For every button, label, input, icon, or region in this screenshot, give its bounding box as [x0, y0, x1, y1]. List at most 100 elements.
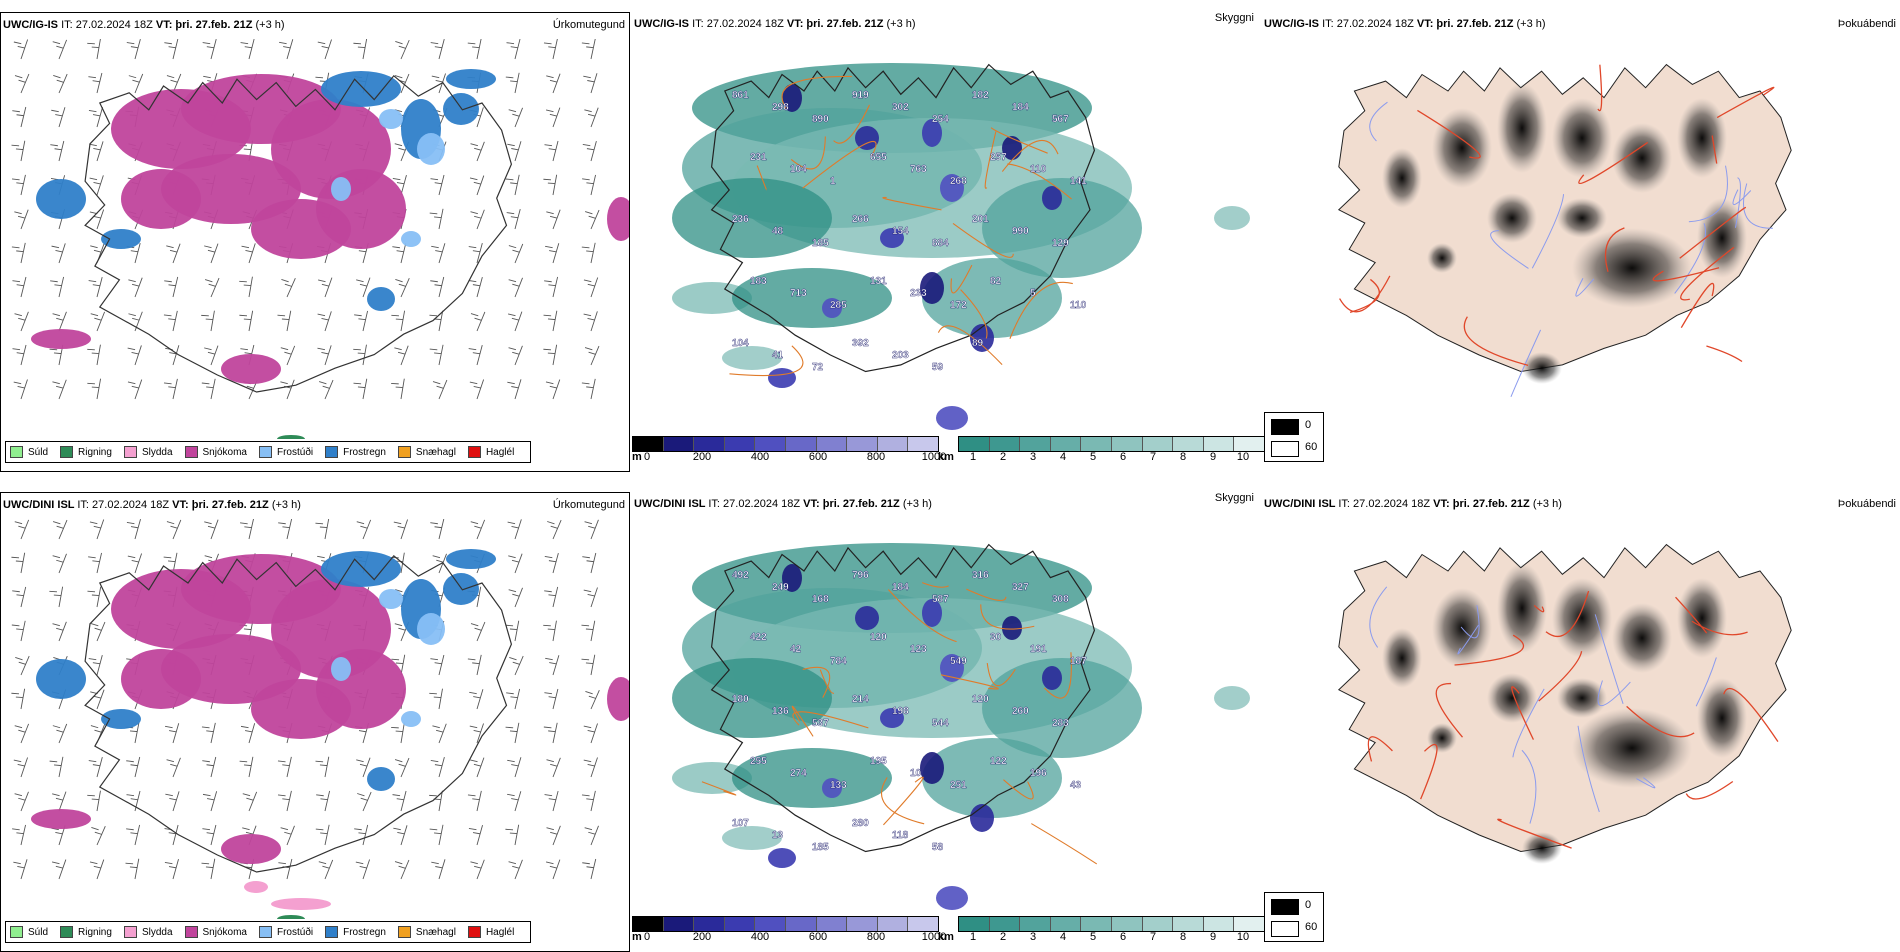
legend-item: Slydda — [123, 926, 173, 938]
wind-barb — [356, 277, 371, 298]
wind-barb — [317, 311, 332, 332]
wind-barb — [52, 791, 67, 812]
wind-barb — [201, 310, 215, 332]
iceland-coastline — [710, 543, 1096, 853]
wind-barb — [354, 310, 369, 332]
wind-barb — [507, 791, 522, 812]
wind-barb — [508, 243, 524, 264]
low-visibility-area — [920, 272, 944, 304]
wind-barb — [393, 519, 409, 540]
wind-barb — [357, 791, 372, 812]
wind-barb — [508, 859, 523, 880]
low-visibility-area — [855, 126, 879, 150]
colorbar-cell — [785, 917, 817, 931]
fog-shading-area — [1487, 193, 1537, 243]
snow-area — [31, 329, 91, 349]
wind-barb — [242, 791, 258, 812]
colorbar-cell — [633, 437, 664, 451]
km-unit: km — [938, 451, 954, 463]
colorbar-tick: 1000 — [921, 451, 947, 463]
wind-barb — [430, 519, 445, 540]
road-network — [701, 582, 1098, 865]
visibility-value: 260 — [1012, 706, 1029, 717]
wind-barb — [467, 790, 482, 812]
freezing-rain-area — [446, 69, 496, 89]
wind-barb — [11, 688, 26, 710]
wind-barb — [429, 688, 443, 710]
road — [1685, 780, 1734, 800]
wind-barb — [546, 209, 561, 230]
colorbar-tick: 2 — [999, 451, 1007, 463]
colorbar-tick: 2 — [999, 931, 1007, 943]
visibility-value: 308 — [1052, 594, 1069, 605]
colorbar-cell — [877, 917, 909, 931]
precip-legend: Súld Rigning Slydda Snjókoma Frostúði Frostre… — [5, 921, 532, 943]
colorbar-tick: 0 — [644, 931, 651, 943]
wind-barb — [126, 39, 141, 60]
colorbar-cell — [1050, 437, 1082, 451]
colorbar-tick: 200 — [692, 931, 712, 943]
wind-barb — [469, 379, 485, 400]
wind-barb — [506, 688, 521, 710]
wind-barb — [164, 276, 179, 298]
freezing-rain-area — [36, 179, 86, 219]
visibility-area — [672, 658, 832, 738]
river — [1743, 183, 1773, 229]
road-network — [729, 75, 1073, 377]
road — [1706, 345, 1743, 363]
wind-barb — [90, 723, 106, 744]
wind-barb — [545, 243, 560, 264]
legend-label: Slydda — [141, 926, 173, 938]
wind-barb — [202, 791, 218, 812]
wind-barb — [508, 277, 523, 298]
road-network — [1339, 64, 1775, 366]
road-network — [1367, 590, 1779, 849]
colorbar-tick: 8 — [1179, 451, 1187, 463]
river — [1688, 165, 1728, 223]
colorbar-cell — [989, 917, 1021, 931]
sleet-area — [271, 898, 331, 910]
wind-barb — [584, 345, 600, 366]
snow-area — [221, 834, 281, 864]
fog-shading-area — [1497, 563, 1547, 653]
legend-swatch — [60, 926, 74, 938]
road — [833, 104, 871, 144]
colorbar-cell — [724, 437, 756, 451]
wind-barb — [429, 824, 444, 846]
wind-barb — [11, 140, 26, 162]
wind-barb — [50, 140, 65, 162]
road — [980, 604, 1035, 630]
visibility-value: 890 — [812, 114, 829, 125]
visibility-value: 280 — [852, 818, 869, 829]
model-name: UWC/DINI ISL — [3, 499, 78, 511]
legend-swatch — [184, 446, 198, 458]
legend-swatch — [325, 446, 339, 458]
low-visibility-area — [822, 298, 842, 318]
colorbar-cell — [959, 437, 990, 451]
colorbar-tick: 5 — [1089, 931, 1097, 943]
fog-legend-label: 0 — [1305, 899, 1312, 911]
wind-barb — [166, 519, 182, 540]
wind-barb — [545, 859, 561, 880]
wind-barb — [204, 345, 219, 366]
fog-legend-label: 0 — [1305, 419, 1312, 431]
low-visibility-area — [855, 606, 879, 630]
wind-barb — [584, 107, 599, 128]
wind-barb — [582, 174, 596, 196]
low-visibility-area — [1002, 616, 1022, 640]
wind-barb — [14, 209, 29, 230]
wind-barb — [202, 39, 217, 60]
fog-shading-area — [1522, 352, 1562, 384]
snow-area — [607, 197, 629, 241]
wind-barb — [13, 757, 29, 778]
colorbar-cell — [816, 917, 848, 931]
visibility-value: 48 — [772, 226, 784, 237]
road — [1533, 604, 1545, 613]
wind-barb — [544, 140, 559, 162]
wind-barb — [52, 553, 67, 574]
visibility-value: 184 — [1012, 102, 1029, 113]
legend-item: Frostregn — [325, 926, 386, 938]
legend-item: Snjókoma — [184, 446, 247, 458]
wind-barb — [470, 141, 485, 162]
visibility-value: 285 — [830, 300, 847, 311]
